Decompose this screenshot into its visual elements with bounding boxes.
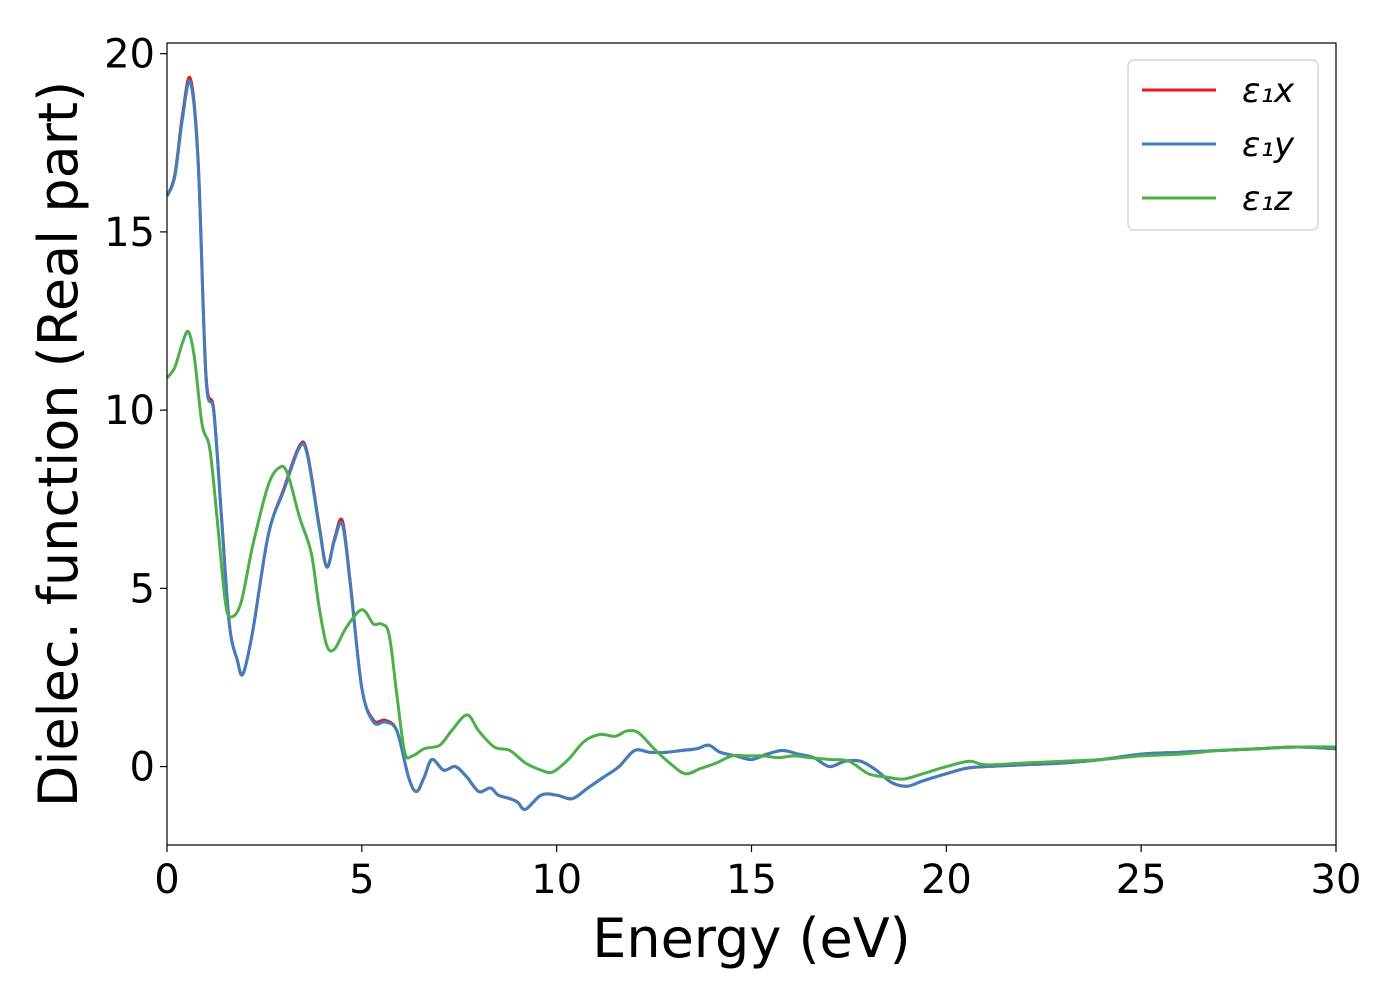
series-layer bbox=[167, 75, 1336, 811]
x-tick-label: 30 bbox=[1311, 857, 1362, 903]
y-axis: 0 5 10 15 20 bbox=[104, 32, 167, 791]
x-tick-label: 10 bbox=[531, 857, 582, 903]
legend-label-eps1x: ε₁x bbox=[1242, 71, 1295, 111]
x-tick-label: 25 bbox=[1116, 857, 1167, 903]
y-tick-label: 5 bbox=[130, 566, 155, 612]
series-line-eps1z bbox=[167, 329, 1336, 781]
x-tick-label: 20 bbox=[921, 857, 972, 903]
x-tick-label: 0 bbox=[154, 857, 179, 903]
legend-box bbox=[1127, 59, 1319, 231]
y-tick-label: 10 bbox=[104, 388, 155, 434]
legend: ε₁x ε₁y ε₁z bbox=[1127, 59, 1319, 231]
x-tick-label: 15 bbox=[726, 857, 777, 903]
y-tick-label: 20 bbox=[104, 32, 155, 78]
y-tick-label: 0 bbox=[130, 745, 155, 791]
legend-label-eps1z: ε₁z bbox=[1242, 179, 1293, 219]
legend-label-eps1y: ε₁y bbox=[1242, 125, 1295, 165]
x-tick-label: 5 bbox=[349, 857, 374, 903]
x-axis-label: Energy (eV) bbox=[592, 907, 911, 970]
y-axis-label: Dielec. function (Real part) bbox=[27, 81, 90, 807]
series-line-eps1y bbox=[167, 79, 1336, 811]
y-tick-label: 15 bbox=[104, 210, 155, 256]
x-axis: 0 5 10 15 20 25 30 bbox=[154, 845, 1361, 903]
